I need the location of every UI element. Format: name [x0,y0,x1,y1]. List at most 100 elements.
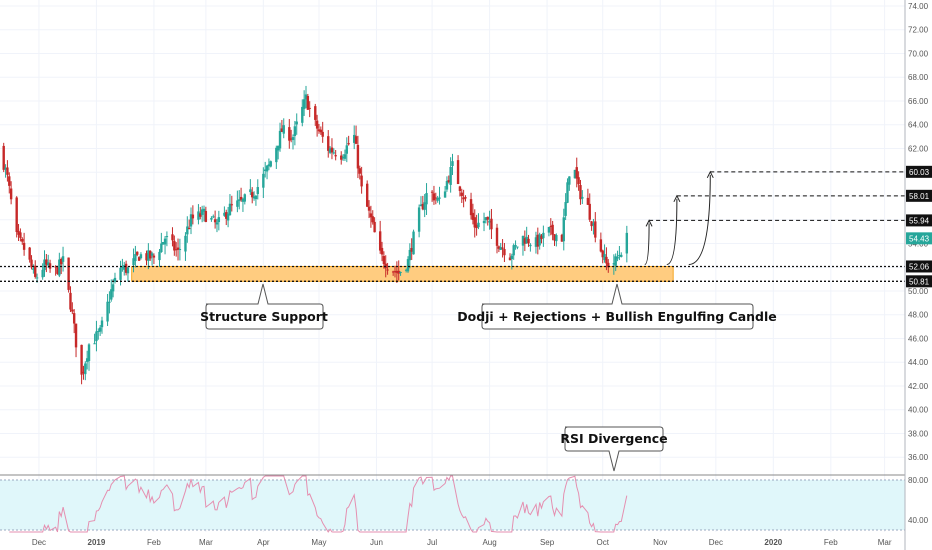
candle-body [108,301,111,303]
candle-body [410,248,413,252]
candle-body [555,235,558,242]
candle-body [315,120,319,129]
candle-body [291,137,295,141]
candle-body [82,371,85,373]
candle-body [98,327,102,332]
candle-body [171,234,174,241]
candle-body [84,363,87,375]
candle-body [85,358,89,362]
price-tick-label: 36.00 [908,453,929,462]
candle-body [295,121,298,125]
candle-body [347,143,350,145]
projection-arrows [644,170,714,265]
candle-body [100,320,104,328]
candle-body [404,269,408,271]
candle-body [529,244,532,247]
candle-body [462,197,465,200]
candle-body [460,192,463,196]
projection-arrowhead [706,170,714,179]
target-price-label: 60.03 [909,168,930,177]
candle-body [540,235,543,240]
candle-body [210,218,213,220]
rsi-divergence-label: RSI Divergence [560,431,667,446]
candle-body [475,224,478,229]
candle-body [22,242,26,250]
candle-body [514,245,517,247]
candle-body [319,129,323,133]
candle-body [165,236,169,238]
candle-body [356,144,360,169]
candle-body [625,232,629,254]
candle-body [334,155,337,157]
candle-body [47,262,50,266]
candle-body [113,277,117,282]
candle-body [202,208,206,212]
candle-body [406,259,410,272]
target-price-label: 55.94 [909,216,930,225]
candle-body [525,236,528,244]
candle-body [43,259,46,271]
price-tick-label: 70.00 [908,49,929,58]
candle-body [469,199,473,216]
price-tick-label: 40.00 [908,406,929,415]
candle-body [430,191,434,193]
candle-body [158,251,161,261]
candle-body [594,221,597,238]
time-tick-label: Sep [540,538,555,547]
candle-body [581,196,584,199]
candle-body [280,128,284,132]
candle-body [438,197,441,199]
candle-body [191,214,195,219]
rsi-tick-label: 80.00 [908,476,929,485]
candle-body [41,269,44,278]
candle-body [265,165,269,172]
candle-body [226,213,230,221]
candle-body [124,263,128,273]
candle-body [419,204,423,207]
price-tick-label: 48.00 [908,311,929,320]
candle-body [139,254,143,259]
candle-body [278,130,282,149]
candle-body [262,173,265,188]
price-tick-label: 50.00 [908,287,929,296]
candle-body [579,185,582,200]
candle-body [200,209,204,215]
candle-body [111,284,115,292]
candle-body [588,203,591,220]
candle-body [601,250,604,258]
candle-body [586,197,590,205]
candle-body [187,228,191,230]
candle-body [72,313,76,324]
candle-body [178,248,182,251]
time-tick-label: Jun [370,538,383,547]
candle-body [360,175,363,187]
price-tick-label: 72.00 [908,26,929,35]
candle-body [302,99,306,109]
candle-body [45,259,48,265]
candle-body [238,199,241,201]
candle-body [534,237,538,247]
candle-body [230,204,234,206]
candle-body [147,250,150,261]
candle-body [365,183,369,207]
candle-body [126,267,130,274]
projection-arrow [688,174,711,265]
price-labels: 55.94 58.01 60.03 52.06 50.81 54.43 [906,165,932,288]
candle-body [304,94,308,100]
candle-body [397,270,400,274]
pattern-callout: Dodji + Rejections + Bullish Engulfing C… [457,283,777,330]
candle-body [184,235,187,252]
candle-body [269,161,272,167]
candle-body [80,344,83,375]
candle-body [369,213,373,218]
candle-body [378,231,382,251]
candle-body [204,211,208,222]
candle-body [341,157,345,159]
candle-body [152,255,156,258]
candle-body [145,253,148,261]
candle-body [289,138,293,140]
candle-body [425,193,428,205]
candle-body [488,220,491,223]
candle-body [67,257,70,290]
